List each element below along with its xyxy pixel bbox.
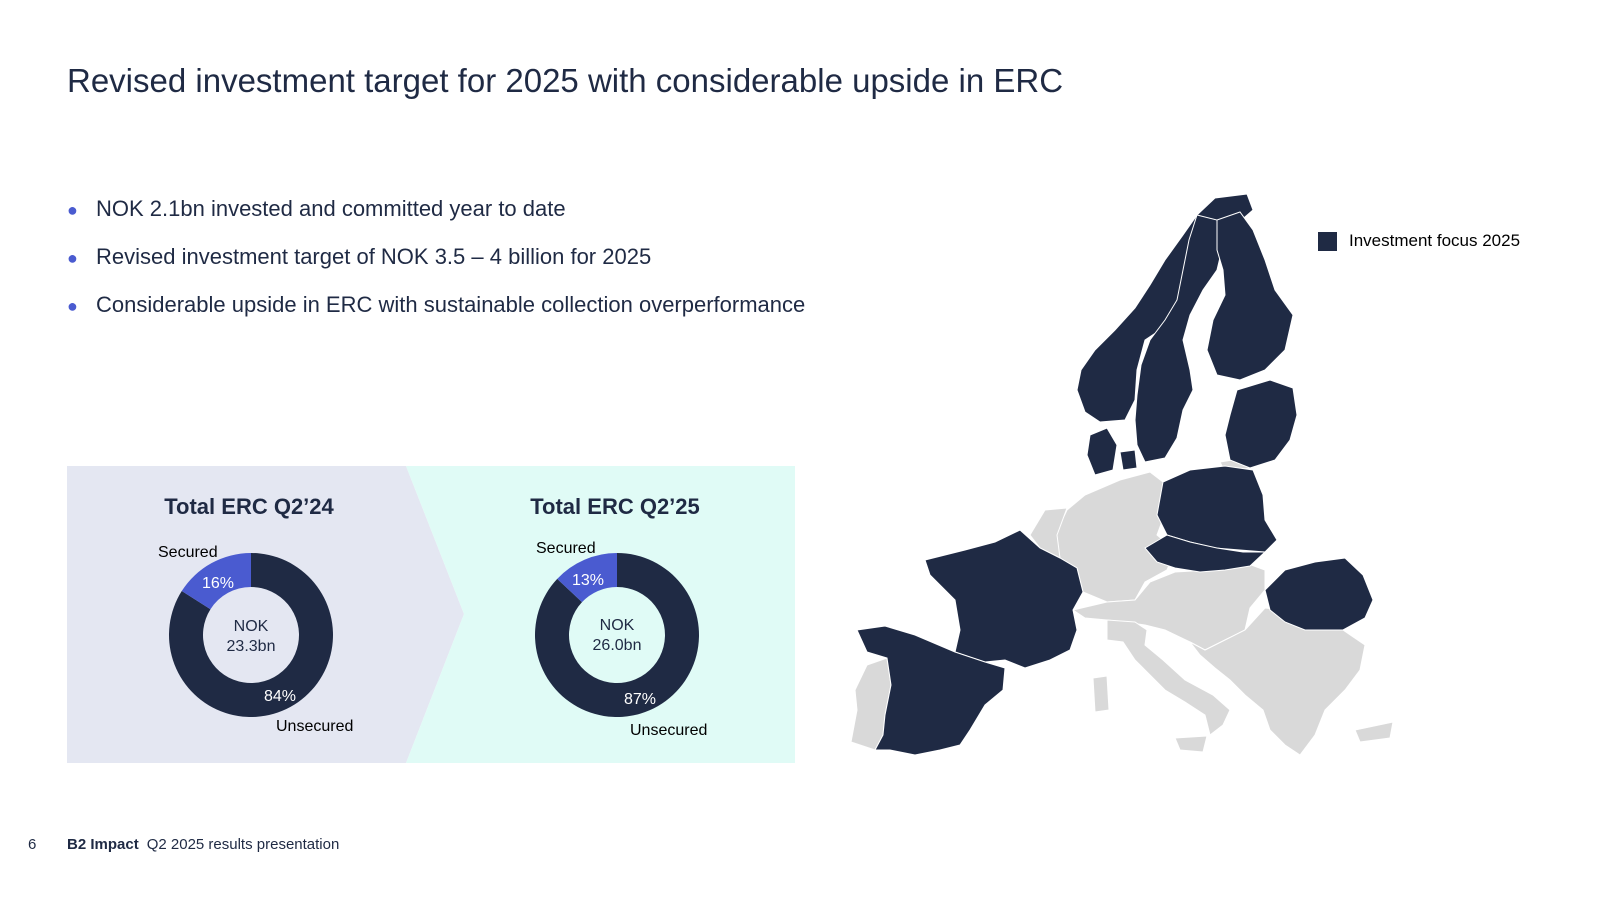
erc-comparison-panel: Total ERC Q2’24 Secured Unsecured 16% 84… [67,466,795,763]
map-sweden [1134,214,1224,463]
panel-left-background [67,466,464,763]
center-amount: 23.3bn [226,638,276,655]
footer-brand: B2 Impact [67,836,139,853]
map-cyprus-area [1354,721,1394,743]
secured-slice [557,553,617,603]
secured-pct: 13% [572,572,605,589]
map-romania [1264,557,1374,631]
center-currency: NOK [599,617,635,634]
map-sardinia [1092,675,1110,713]
bullet-text: NOK 2.1bn invested and committed year to… [96,196,566,221]
map-legend: Investment focus 2025 [1318,231,1520,251]
bullet-text: Considerable upside in ERC with sustaina… [96,292,806,317]
bullet-item: ● Considerable upside in ERC with sustain… [67,292,805,340]
panel-right-background [406,466,795,763]
page-number: 6 [28,836,37,853]
center-currency: NOK [233,618,269,635]
secured-label: Secured [158,544,218,561]
unsecured-slice [168,553,333,717]
unsecured-pct: 87% [624,691,657,708]
donut-center-label: NOK 26.0bn [567,616,667,656]
bullet-icon: ● [67,296,78,316]
bullet-item: ● NOK 2.1bn invested and committed year t… [67,196,805,244]
donut-title: Total ERC Q2’25 [530,494,700,519]
legend-label: Investment focus 2025 [1349,231,1521,250]
center-amount: 26.0bn [592,637,642,654]
bullet-text: Revised investment target of NOK 3.5 – 4… [96,244,652,269]
unsecured-label: Unsecured [276,718,354,735]
secured-label: Secured [536,540,596,557]
map-finland [1206,211,1294,381]
bullet-item: ● Revised investment target of NOK 3.5 – … [67,244,805,292]
map-sicily [1174,735,1208,753]
map-czechia-slovakia [1144,534,1267,573]
map-balkans [1189,607,1366,756]
bullet-list: ● NOK 2.1bn invested and committed year t… [67,196,805,340]
map-denmark [1086,427,1138,476]
legend-swatch-icon [1318,231,1337,251]
europe-map [850,193,1394,756]
bullet-icon: ● [67,200,78,220]
map-italy [1106,619,1231,736]
unsecured-slice [535,553,699,717]
footer: 6 B2 Impact Q2 2025 results presentation [28,836,339,853]
donut-title: Total ERC Q2’24 [164,494,334,519]
map-baltics [1224,379,1298,469]
map-france [924,529,1084,669]
secured-slice [181,553,251,610]
unsecured-pct: 84% [264,688,297,705]
donut-chart [535,553,699,717]
panel-background [67,466,795,763]
donut-chart [168,553,333,717]
footer-subtitle: Q2 2025 results presentation [146,836,340,853]
secured-pct: 16% [202,575,235,592]
bullet-icon: ● [67,248,78,268]
donut-center-label: NOK 23.3bn [201,617,301,657]
unsecured-label: Unsecured [630,722,708,739]
slide-title: Revised investment target for 2025 with … [67,62,1064,99]
map-spain [856,625,1006,756]
